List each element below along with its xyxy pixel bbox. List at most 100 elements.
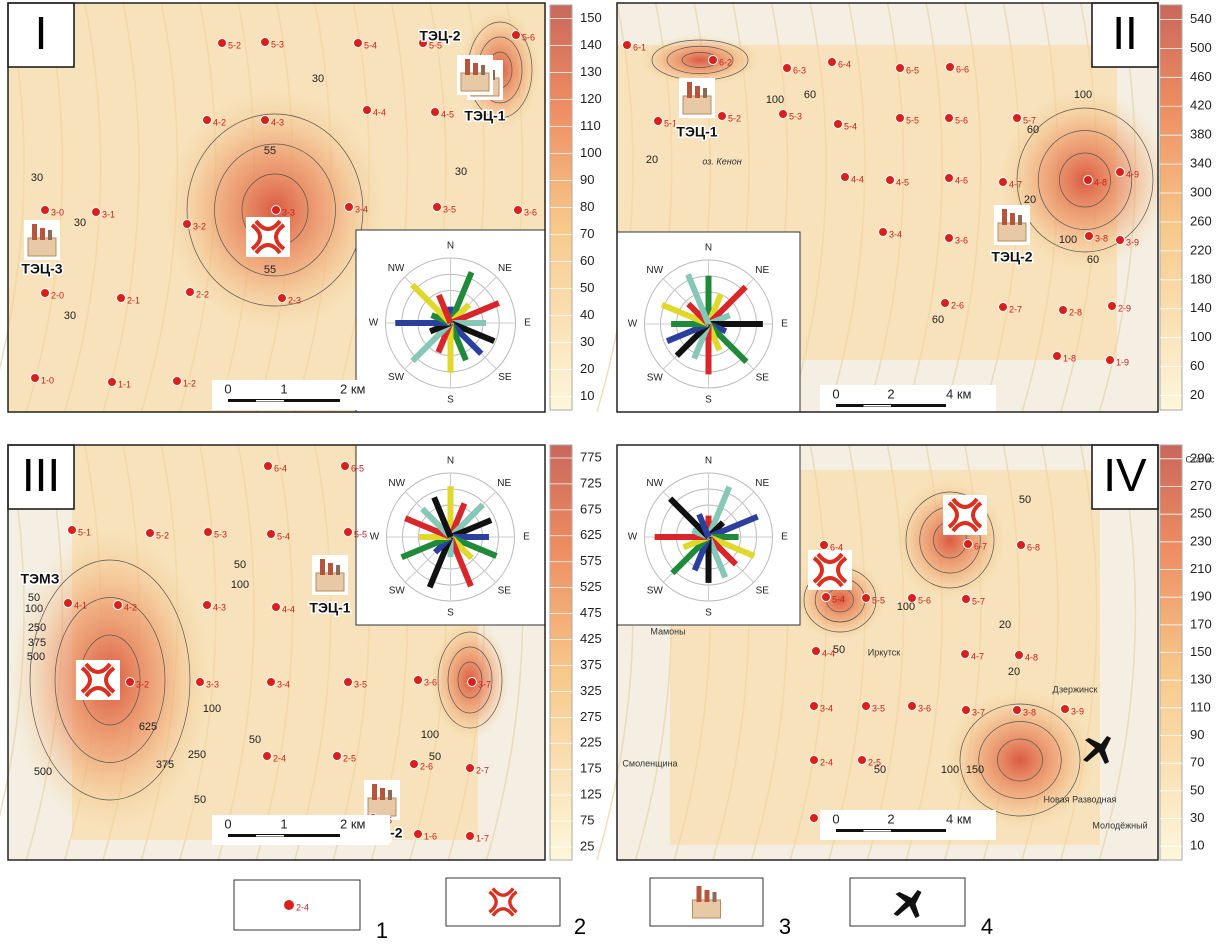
scale-label: 0 [224, 816, 231, 831]
contour-label: 50 [833, 644, 845, 656]
contour-label: 100 [1059, 234, 1077, 246]
point-label: 6-5 [351, 463, 364, 473]
point-label: 5-3 [271, 39, 284, 49]
facility-icon [24, 220, 60, 260]
panel-label: I [35, 7, 48, 59]
contour-label: 100 [421, 729, 439, 741]
colorbar-label: 30 [580, 334, 594, 349]
sampling-point [999, 178, 1008, 187]
wind-rose-label: SE [498, 372, 512, 383]
wind-rose-label: S [705, 608, 712, 619]
sampling-point [623, 41, 632, 50]
sampling-point [1108, 302, 1117, 311]
colorbar-label: 90 [580, 172, 594, 187]
chimney [388, 790, 392, 800]
contour-label: 150 [966, 764, 984, 776]
scale-bar-seg [864, 830, 892, 832]
contour-label: 250 [188, 749, 206, 761]
sampling-point [1013, 706, 1022, 715]
wind-rose-label: E [781, 319, 788, 330]
point-label: 4-4 [851, 174, 864, 184]
point-label: 2-2 [196, 289, 209, 299]
contour-label: 30 [455, 166, 467, 178]
colorbar-label: 100 [1190, 329, 1212, 344]
panel-label: III [22, 449, 60, 501]
chimney [703, 88, 707, 98]
wind-rose-label: NW [388, 263, 405, 274]
point-label: 4-4 [373, 107, 386, 117]
contour-label: 55 [264, 145, 276, 157]
wind-rose-label: SW [388, 372, 405, 383]
point-label: 5-2 [728, 113, 741, 123]
point-label: 5-1 [78, 527, 91, 537]
chimney [481, 65, 485, 75]
legend-point-label: 2-4 [296, 902, 309, 912]
wind-rose-label: E [781, 532, 788, 543]
sampling-point [354, 39, 363, 48]
facility-icon [364, 780, 400, 820]
wind-rose-label: W [370, 532, 380, 543]
sampling-point [410, 760, 419, 769]
colorbar-label: 75 [580, 813, 594, 828]
contour-label: 30 [74, 217, 86, 229]
sampling-point [964, 540, 973, 549]
sampling-point [810, 814, 819, 823]
point-label: 1-2 [183, 378, 196, 388]
chimney [32, 224, 37, 240]
road-icon [246, 217, 290, 257]
facility-icon [457, 55, 493, 95]
chimney [697, 886, 702, 902]
contour-label: 60 [1087, 254, 1099, 266]
sampling-point [1015, 651, 1024, 660]
sampling-point [962, 595, 971, 604]
point-label: 3-5 [872, 703, 885, 713]
sampling-point [834, 120, 843, 129]
chimney [380, 788, 385, 800]
road-icon [484, 885, 521, 919]
point-label: 2-4 [273, 753, 286, 763]
sampling-point [92, 208, 101, 217]
legend-label: 3 [779, 914, 791, 939]
point-label: 5-3 [214, 529, 227, 539]
sampling-point [466, 832, 475, 841]
point-label: 2-8 [1069, 307, 1082, 317]
scale-label: 2 км [340, 816, 366, 831]
colorbar-label: 110 [580, 118, 601, 133]
point-label: 5-2 [228, 40, 241, 50]
contour-label: 30 [312, 73, 324, 85]
sampling-point [1013, 114, 1022, 123]
legend-label: 4 [981, 914, 993, 939]
colorbar-label: 130 [580, 64, 602, 79]
place-label: Иркутск [868, 647, 901, 657]
sampling-point [264, 462, 273, 471]
point-label: 5-7 [972, 596, 985, 606]
point-label: 3-8 [1095, 233, 1108, 243]
colorbar-label: 140 [1190, 300, 1212, 315]
wind-rose-label: E [523, 532, 530, 543]
point-label: 5-4 [364, 40, 377, 50]
colorbar-label: 380 [1190, 127, 1212, 142]
sampling-point [272, 603, 281, 612]
contour-label: 60 [1027, 124, 1039, 136]
contour-label: 500 [34, 766, 52, 778]
sampling-point [1017, 541, 1026, 550]
facility-icon [994, 205, 1030, 245]
wind-rose-label: SE [498, 585, 512, 596]
point-label: 3-3 [282, 207, 295, 217]
sampling-point [203, 116, 212, 125]
sampling-point [218, 39, 227, 48]
sampling-point [1116, 236, 1125, 245]
point-label: 3-3 [206, 679, 219, 689]
point-label: 4-7 [971, 651, 984, 661]
place-label: Мамоны [650, 626, 685, 636]
point-label: 2-0 [51, 290, 64, 300]
colorbar-label: 20 [1190, 387, 1204, 402]
sampling-point [203, 601, 212, 610]
point-label: 3-1 [102, 209, 115, 219]
contour-label: 100 [766, 94, 784, 106]
sampling-point [822, 593, 831, 602]
contour-label: 50 [194, 794, 206, 806]
sampling-point [1061, 705, 1070, 714]
sampling-point [278, 294, 287, 303]
colorbar-label: 340 [1190, 156, 1212, 171]
